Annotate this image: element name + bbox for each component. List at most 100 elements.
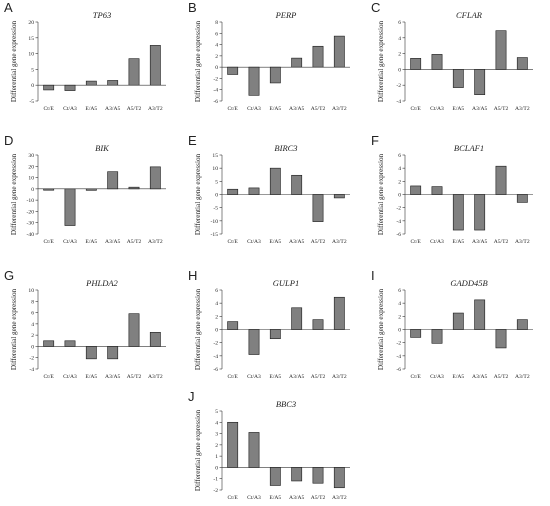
x-category-label: A3/T2 <box>148 106 163 112</box>
x-category-label: Ct/E <box>411 374 422 380</box>
x-category-label: A5/T2 <box>127 106 142 112</box>
bar <box>64 188 76 226</box>
x-category-label: Ct/A3 <box>247 239 261 245</box>
x-category-label: A3/A5 <box>289 495 304 501</box>
y-tick-label: -5 <box>29 99 34 105</box>
bar <box>269 66 281 84</box>
x-category-label: Ct/E <box>411 106 422 112</box>
x-category-label: Ct/E <box>44 106 55 112</box>
panel-letter: A <box>4 0 13 15</box>
bar <box>495 30 507 70</box>
bar <box>248 432 260 468</box>
bar <box>128 58 140 86</box>
y-tick-label: 4 <box>398 166 401 172</box>
panel-title: GADD45B <box>450 278 487 288</box>
bar <box>149 332 161 347</box>
bar <box>64 340 76 347</box>
bar <box>291 467 303 482</box>
y-tick-label: -30 <box>27 221 35 227</box>
y-tick-label: 0 <box>398 193 401 199</box>
y-tick-label: -6 <box>396 367 401 373</box>
panel-i: I GADD45B Differential gene expression -6 -4… <box>371 268 533 380</box>
y-tick-label: 4 <box>398 301 401 307</box>
bar <box>227 188 239 195</box>
y-tick-label: 0 <box>31 83 34 89</box>
x-category-label: Ct/A3 <box>247 495 261 501</box>
x-category-label: A3/T2 <box>332 106 347 112</box>
y-tick-label: -6 <box>396 232 401 238</box>
x-category-label: A5/T2 <box>127 374 142 380</box>
bar <box>474 194 486 231</box>
x-category-label: A5/T2 <box>494 239 509 245</box>
y-tick-label: 0 <box>215 65 218 71</box>
panel-letter: D <box>4 133 13 148</box>
y-tick-label: 5 <box>31 67 34 73</box>
bar <box>431 186 443 195</box>
x-category-label: Ct/E <box>228 239 239 245</box>
bar <box>107 80 119 86</box>
x-category-label: Ct/A3 <box>247 106 261 112</box>
x-category-label: Ct/E <box>44 374 55 380</box>
x-category-label: E/A5 <box>85 106 97 112</box>
x-category-label: E/A5 <box>452 239 464 245</box>
bar <box>227 321 239 330</box>
y-tick-label: -2 <box>213 488 218 494</box>
panel-title: BIRC3 <box>274 143 297 153</box>
y-tick-label: 30 <box>28 153 34 159</box>
y-tick-label: -4 <box>396 219 401 225</box>
y-tick-label: 2 <box>215 443 218 449</box>
x-category-label: Ct/A3 <box>430 374 444 380</box>
y-tick-label: 6 <box>215 31 218 37</box>
bar <box>410 185 422 195</box>
y-tick-label: 6 <box>215 288 218 294</box>
y-tick-label: -6 <box>213 99 218 105</box>
y-tick-label: 10 <box>28 288 34 294</box>
bar <box>452 69 464 88</box>
bar <box>333 194 345 199</box>
y-tick-label: -1 <box>213 477 218 483</box>
bar <box>410 58 422 70</box>
x-category-label: E/A5 <box>85 374 97 380</box>
y-tick-label: -4 <box>213 88 218 94</box>
x-category-label: E/A5 <box>269 374 281 380</box>
bar <box>43 188 55 191</box>
bar <box>452 312 464 330</box>
y-tick-label: 6 <box>398 288 401 294</box>
x-category-label: A5/T2 <box>311 495 326 501</box>
y-tick-label: 2 <box>398 52 401 58</box>
bar <box>149 45 161 86</box>
y-tick-label: 0 <box>398 328 401 334</box>
y-tick-label: -10 <box>27 198 35 204</box>
y-tick-label: 10 <box>212 166 218 172</box>
panel-b: B PERP Differential gene expression -6 -4 -2 0… <box>188 0 350 112</box>
panel-letter: G <box>4 268 14 283</box>
bar <box>248 66 260 96</box>
y-tick-label: 15 <box>212 153 218 159</box>
y-tick-label: 5 <box>215 409 218 415</box>
y-tick-label: 2 <box>398 314 401 320</box>
y-tick-label: 15 <box>28 36 34 42</box>
bar <box>516 194 528 203</box>
y-tick-label: -5 <box>213 206 218 212</box>
y-tick-label: 4 <box>215 301 218 307</box>
bar <box>85 346 97 360</box>
x-category-label: A3/T2 <box>332 374 347 380</box>
bar <box>333 35 345 68</box>
x-category-label: Ct/A3 <box>63 106 77 112</box>
bar <box>474 299 486 330</box>
bar <box>516 319 528 330</box>
x-category-label: Ct/E <box>411 239 422 245</box>
x-category-label: A5/T2 <box>311 239 326 245</box>
bar <box>43 84 55 91</box>
panel-a: A TP63 Differential gene expression -5 0 5 10 1… <box>4 0 166 112</box>
y-tick-label: 0 <box>215 328 218 334</box>
panel-title: BIK <box>95 143 110 153</box>
bar <box>452 194 464 231</box>
y-tick-label: 20 <box>28 164 34 170</box>
y-tick-label: 2 <box>215 314 218 320</box>
y-tick-label: 8 <box>31 299 34 305</box>
panel-letter: H <box>188 268 197 283</box>
y-tick-label: -4 <box>396 99 401 105</box>
y-tick-label: 10 <box>28 52 34 58</box>
